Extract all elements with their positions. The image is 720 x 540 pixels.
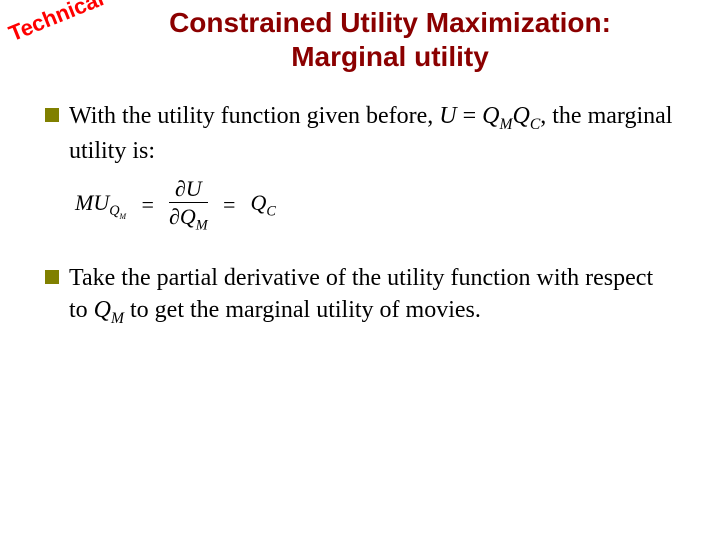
b1-U: U bbox=[439, 103, 456, 129]
eq-equals-1: = bbox=[140, 192, 155, 218]
eq-fraction: ∂U ∂QM bbox=[169, 177, 208, 233]
b1-Q2: Q bbox=[513, 103, 530, 129]
eq-partial-top: ∂ bbox=[175, 176, 186, 201]
eq-Qc-Q: Q bbox=[251, 190, 267, 215]
slide-body: With the utility function given before, … bbox=[45, 100, 675, 339]
slide: Technical Constrained Utility Maximizati… bbox=[0, 0, 720, 540]
eq-Qc-C: C bbox=[266, 204, 276, 220]
slide-title: Constrained Utility Maximization: Margin… bbox=[90, 6, 690, 73]
eq-MU: MUQM bbox=[75, 190, 126, 221]
eq-bot-M: M bbox=[196, 218, 208, 234]
title-line-1: Constrained Utility Maximization: bbox=[90, 6, 690, 40]
b1-eq: = bbox=[457, 103, 483, 129]
bullet-item-1: With the utility function given before, … bbox=[45, 100, 675, 167]
eq-Qc: QC bbox=[251, 190, 276, 220]
eq-U: U bbox=[186, 176, 202, 201]
eq-bot-Q: Q bbox=[180, 204, 196, 229]
title-line-2: Marginal utility bbox=[90, 40, 690, 74]
eq-MU-subQ: Q bbox=[109, 203, 119, 219]
bullet-text-2: Take the partial derivative of the utili… bbox=[69, 262, 675, 329]
bullet-icon bbox=[45, 108, 59, 122]
bullet-icon bbox=[45, 270, 59, 284]
b1-sub1: M bbox=[500, 116, 513, 133]
b2-suffix: to get the marginal utility of movies. bbox=[124, 297, 481, 323]
eq-equals-2: = bbox=[222, 192, 237, 218]
eq-frac-top: ∂U bbox=[175, 177, 202, 200]
eq-frac-bar bbox=[169, 202, 208, 203]
eq-MU-subM: M bbox=[120, 212, 127, 221]
b1-sub2: C bbox=[530, 116, 540, 133]
b2-subM: M bbox=[111, 310, 124, 327]
b1-prefix: With the utility function given before, bbox=[69, 103, 439, 129]
bullet-item-2: Take the partial derivative of the utili… bbox=[45, 262, 675, 329]
eq-partial-bot: ∂ bbox=[169, 204, 180, 229]
equation: MUQM = ∂U ∂QM = QC bbox=[75, 177, 675, 233]
eq-MU-text: MU bbox=[75, 190, 109, 215]
b2-Q: Q bbox=[94, 297, 111, 323]
bullet-text-1: With the utility function given before, … bbox=[69, 100, 675, 167]
b1-Q1: Q bbox=[482, 103, 499, 129]
eq-frac-bot: ∂QM bbox=[169, 205, 208, 233]
